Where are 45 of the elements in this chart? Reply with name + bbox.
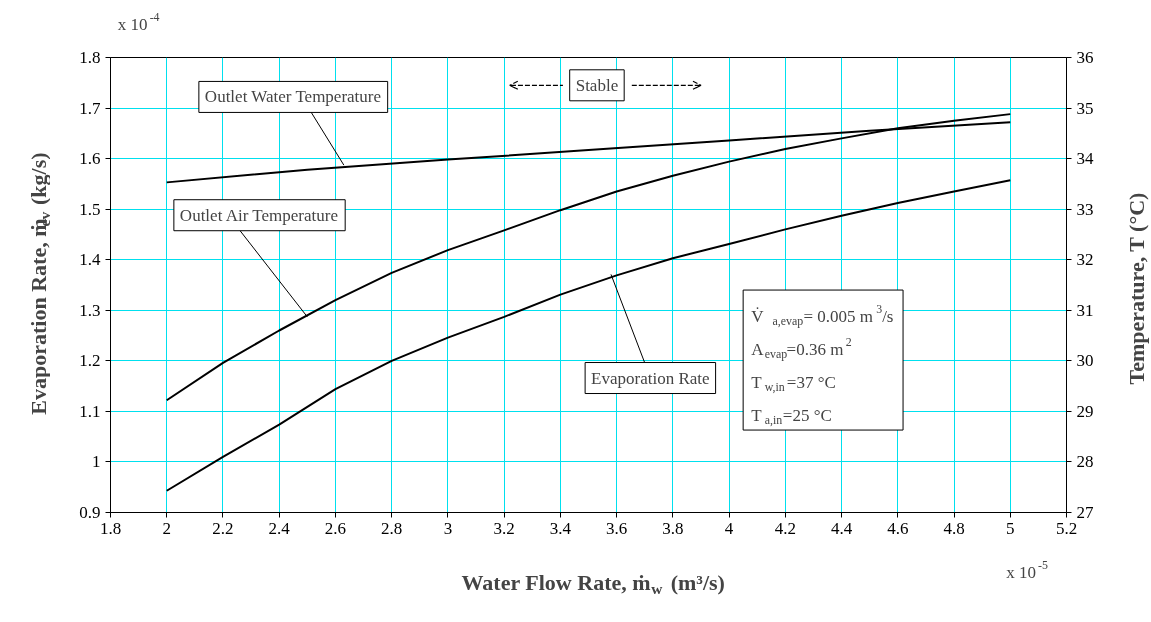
x-tick-label: 3.8: [662, 518, 684, 538]
x-tick-label: 4: [724, 518, 734, 538]
x-tick-label: 2.4: [268, 518, 291, 538]
y2-tick-label: 27: [1076, 503, 1094, 522]
x-tick-label: 4.8: [943, 518, 965, 538]
y2-axis-title: Temperature, T (°C): [1124, 192, 1149, 385]
x-tick-label: 2.6: [324, 518, 347, 538]
x-tick-label: 2.8: [381, 518, 403, 538]
annotation: Outlet Water Temperature: [204, 87, 382, 107]
y-tick-label: 1: [92, 452, 101, 472]
y2-tick-label: 36: [1076, 48, 1094, 67]
y-tick-label: 0.9: [79, 503, 101, 522]
y-tick-label: 1.6: [79, 149, 101, 169]
y2-tick-label: 35: [1076, 98, 1094, 118]
y2-tick-label: 29: [1076, 401, 1094, 421]
y2-tick-label: 28: [1076, 452, 1094, 472]
x-tick-label: 4.2: [774, 518, 796, 538]
y2-tick-label: 31: [1076, 300, 1094, 320]
annotation: Evaporation Rate: [591, 368, 710, 388]
x-tick-label: 3: [443, 518, 453, 538]
x-tick-label: 3.6: [605, 518, 628, 538]
x-tick-label: 2: [162, 518, 171, 538]
y-tick-label: 1.2: [79, 351, 101, 371]
annotation: Stable: [575, 75, 619, 95]
annotation: Outlet Air Temperature: [179, 205, 338, 225]
x-tick-label: 4.4: [830, 518, 853, 538]
x-tick-label: 5: [1006, 518, 1015, 538]
y-tick-label: 1.3: [79, 300, 101, 320]
y2-tick-label: 32: [1076, 250, 1094, 270]
x-tick-label: 1.8: [99, 518, 122, 538]
y-tick-label: 1.7: [79, 98, 101, 118]
y2-tick-label: 34: [1076, 149, 1094, 169]
line-series: [165, 113, 1012, 402]
x-tick-label: 2.2: [212, 518, 234, 538]
y-tick-label: 1.8: [79, 48, 101, 67]
y2-tick-label: 33: [1076, 199, 1094, 219]
y-tick-label: 1.1: [79, 401, 101, 421]
y-tick-label: 1.4: [79, 250, 101, 270]
x-tick-label: 4.6: [887, 518, 909, 538]
line-series: [165, 179, 1012, 492]
y2-tick-label: 30: [1076, 351, 1094, 371]
x-tick-label: 3.4: [549, 518, 572, 538]
y-tick-label: 1.5: [79, 199, 101, 219]
x-tick-label: 3.2: [493, 518, 515, 538]
x-tick-label: 5.2: [1055, 518, 1078, 538]
